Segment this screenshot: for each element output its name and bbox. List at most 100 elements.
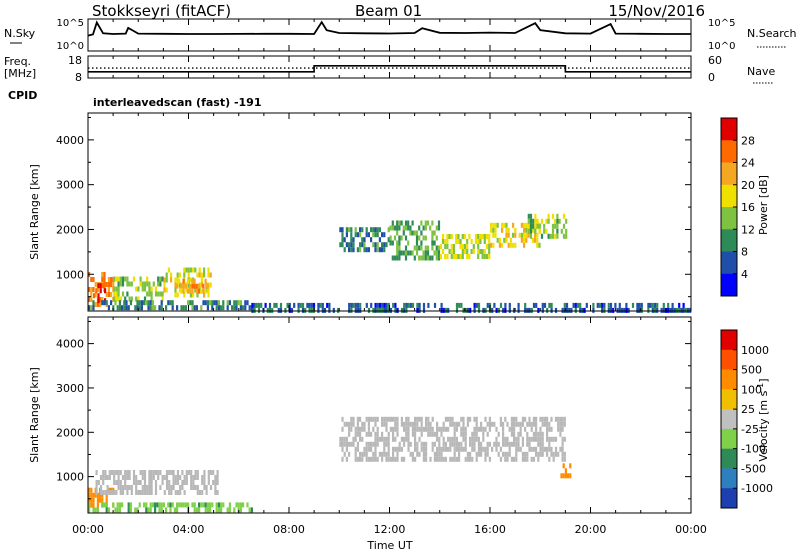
data-cell (396, 416, 399, 422)
data-cell (431, 220, 434, 226)
data-cell (239, 305, 242, 311)
data-cell (383, 451, 386, 457)
data-cell (339, 436, 342, 442)
data-cell (517, 421, 520, 427)
data-cell (246, 502, 249, 508)
data-cell (466, 456, 469, 462)
data-cell (418, 436, 421, 442)
data-cell (442, 446, 445, 452)
data-cell (569, 463, 572, 469)
data-cell (442, 456, 445, 462)
data-cell (365, 451, 368, 457)
data-cell (107, 305, 110, 311)
data-cell (154, 485, 158, 490)
data-cell (473, 426, 476, 432)
data-cell (356, 431, 359, 437)
data-cell (121, 485, 125, 490)
data-cell (469, 441, 472, 447)
data-cell (424, 220, 427, 226)
data-cell (502, 426, 505, 432)
data-cell (532, 431, 535, 437)
data-cell (105, 497, 108, 503)
data-cell (576, 302, 580, 308)
data-cell (264, 302, 267, 308)
data-cell (444, 307, 448, 313)
data-cell (468, 254, 471, 259)
data-cell (150, 291, 153, 297)
data-cell (396, 456, 399, 462)
data-cell (374, 227, 377, 233)
data-cell (405, 431, 408, 437)
data-cell (206, 283, 209, 289)
data-cell (90, 305, 93, 311)
data-cell (433, 302, 437, 308)
colorbar-tick-label: 24 (741, 157, 755, 170)
data-cell (108, 470, 111, 475)
data-cell (396, 451, 399, 457)
data-cell (136, 507, 139, 513)
data-cell (165, 480, 169, 485)
data-cell (536, 237, 539, 243)
data-cell (552, 436, 555, 442)
data-cell (503, 222, 506, 228)
data-cell (141, 286, 144, 292)
data-cell (202, 502, 205, 508)
data-cell (444, 441, 447, 447)
data-cell (217, 305, 220, 311)
data-cell (653, 307, 657, 313)
data-cell (107, 287, 110, 292)
data-cell (299, 302, 302, 308)
colorbar-tick-label: 25 (741, 403, 755, 416)
data-cell (154, 490, 158, 495)
data-cell (271, 307, 274, 313)
data-cell (407, 421, 410, 427)
data-cell (222, 300, 225, 306)
data-cell (528, 307, 531, 313)
data-cell (104, 475, 107, 480)
data-cell (420, 220, 423, 226)
data-cell (433, 240, 436, 246)
data-cell (427, 431, 430, 437)
data-cell (437, 250, 441, 256)
data-cell (400, 456, 403, 462)
data-cell (170, 272, 173, 278)
data-cell (88, 497, 91, 503)
data-cell (620, 307, 624, 313)
data-cell (365, 232, 368, 238)
data-cell (684, 307, 687, 313)
data-cell (407, 250, 410, 256)
data-cell (367, 307, 371, 313)
data-cell (138, 305, 141, 311)
data-cell (235, 300, 238, 306)
data-cell (194, 470, 197, 475)
colorbar-swatch (721, 118, 737, 141)
data-cell (184, 283, 187, 289)
data-cell (502, 307, 505, 313)
data-cell (363, 451, 366, 457)
data-cell (387, 416, 390, 422)
data-cell (459, 254, 462, 259)
data-cell (119, 485, 122, 490)
nave-tick-bottom: 0 (708, 71, 715, 84)
data-cell (431, 416, 434, 422)
data-cell (146, 291, 149, 297)
data-cell (352, 441, 355, 447)
data-cell (112, 305, 115, 311)
data-cell (449, 446, 452, 452)
data-cell (418, 255, 421, 261)
data-cell (394, 456, 397, 462)
velocity-heatmap (88, 416, 572, 513)
data-cell (148, 470, 151, 475)
data-cell (414, 416, 417, 422)
data-cell (376, 426, 379, 432)
data-cell (528, 441, 531, 447)
data-cell (407, 416, 410, 422)
data-cell (159, 281, 162, 287)
data-cell (466, 249, 469, 254)
data-cell (561, 416, 564, 422)
data-cell (554, 416, 558, 422)
data-cell (513, 436, 516, 442)
data-cell (343, 451, 346, 457)
data-cell (441, 249, 445, 254)
data-cell (101, 497, 104, 503)
